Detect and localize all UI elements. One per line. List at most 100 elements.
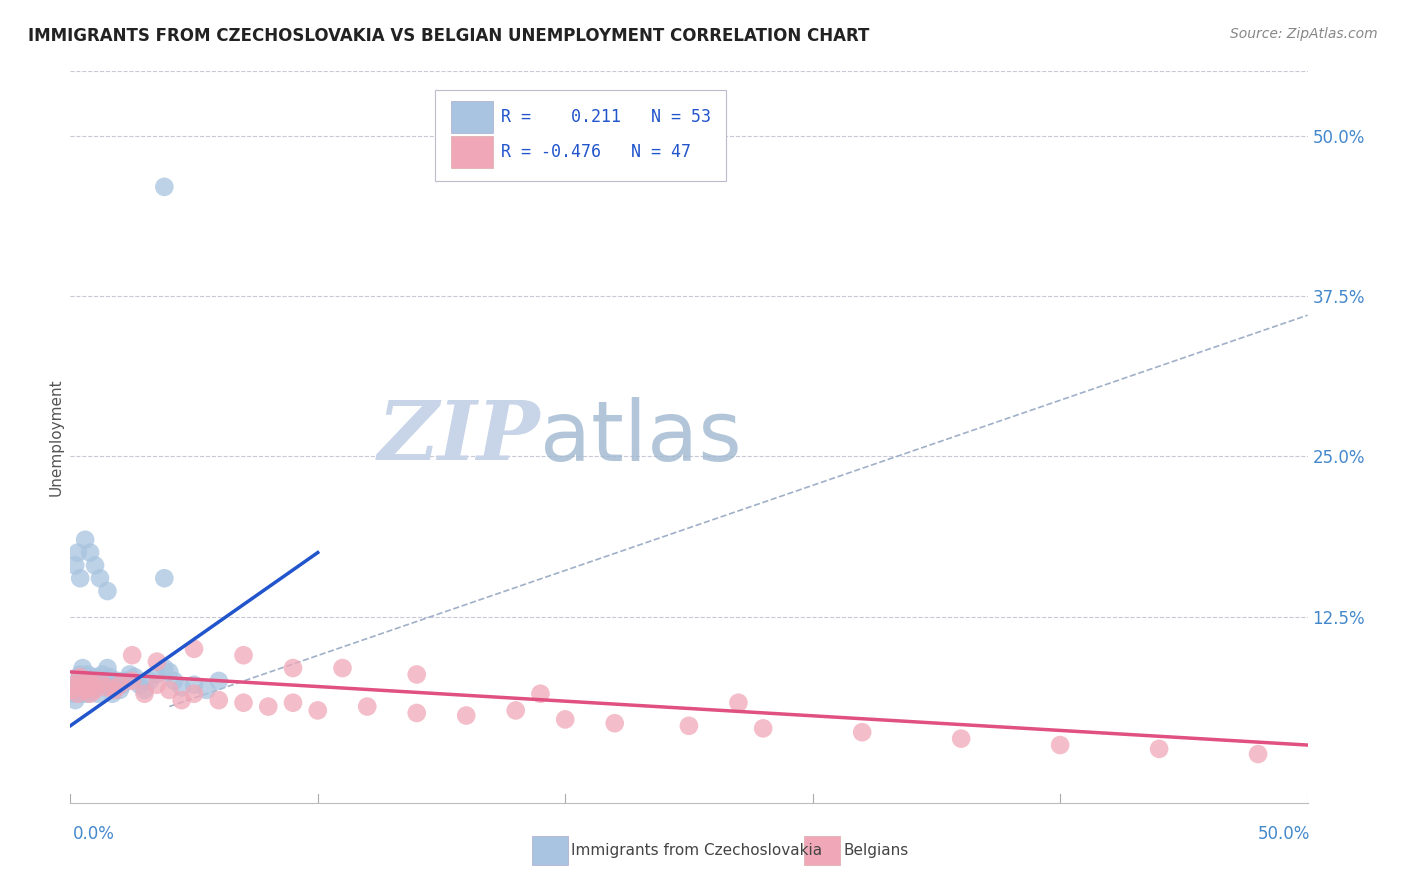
Point — [104, 681, 127, 695]
Point — [66, 687, 89, 701]
Point — [678, 719, 700, 733]
Point — [82, 678, 104, 692]
Text: Immigrants from Czechoslovakia: Immigrants from Czechoslovakia — [571, 843, 823, 858]
Point — [96, 681, 118, 695]
Point — [89, 673, 111, 688]
Point — [456, 708, 478, 723]
Point — [65, 558, 87, 573]
Point — [163, 673, 186, 688]
Text: IMMIGRANTS FROM CZECHOSLOVAKIA VS BELGIAN UNEMPLOYMENT CORRELATION CHART: IMMIGRANTS FROM CZECHOSLOVAKIA VS BELGIA… — [28, 27, 869, 45]
Point — [69, 571, 91, 585]
Point — [257, 699, 280, 714]
Point — [98, 670, 121, 684]
Point — [232, 696, 254, 710]
Point — [69, 670, 91, 684]
Point — [96, 661, 118, 675]
Point — [121, 673, 143, 688]
Point — [153, 571, 176, 585]
Point — [79, 687, 101, 701]
Point — [72, 681, 94, 695]
Point — [208, 673, 231, 688]
Point — [105, 673, 128, 688]
Point — [75, 533, 97, 547]
Point — [134, 687, 156, 701]
Point — [146, 655, 169, 669]
Point — [603, 716, 626, 731]
Point — [72, 661, 94, 675]
Point — [727, 696, 749, 710]
Text: atlas: atlas — [540, 397, 742, 477]
Point — [69, 678, 91, 692]
Text: 0.0%: 0.0% — [73, 825, 115, 843]
Point — [183, 687, 205, 701]
Point — [153, 179, 176, 194]
Point — [157, 665, 180, 679]
Point — [752, 722, 775, 736]
Point — [65, 681, 87, 695]
Point — [1147, 742, 1170, 756]
Text: ZIP: ZIP — [378, 397, 540, 477]
Point — [195, 682, 218, 697]
Point — [94, 678, 117, 692]
Point — [79, 545, 101, 559]
Text: Belgians: Belgians — [844, 843, 908, 858]
Text: 50.0%: 50.0% — [1258, 825, 1310, 843]
Point — [153, 661, 176, 675]
Point — [118, 667, 141, 681]
Point — [146, 667, 169, 681]
Point — [101, 687, 124, 701]
Point — [75, 673, 97, 688]
FancyBboxPatch shape — [436, 90, 725, 181]
FancyBboxPatch shape — [451, 101, 494, 133]
Point — [183, 641, 205, 656]
Point — [89, 673, 111, 688]
Text: R = -0.476   N = 47: R = -0.476 N = 47 — [501, 143, 690, 161]
Point — [62, 687, 84, 701]
Point — [84, 558, 107, 573]
Point — [84, 682, 107, 697]
Point — [86, 687, 108, 701]
Point — [170, 681, 193, 695]
Point — [114, 673, 136, 688]
Point — [76, 687, 98, 701]
FancyBboxPatch shape — [804, 837, 839, 865]
Point — [529, 687, 551, 701]
Point — [76, 673, 98, 688]
Text: Source: ZipAtlas.com: Source: ZipAtlas.com — [1230, 27, 1378, 41]
Point — [356, 699, 378, 714]
Point — [104, 682, 127, 697]
Point — [281, 661, 304, 675]
Point — [79, 681, 101, 695]
Point — [1049, 738, 1071, 752]
Point — [66, 682, 89, 697]
Point — [138, 673, 160, 688]
Point — [170, 693, 193, 707]
Point — [75, 682, 97, 697]
FancyBboxPatch shape — [451, 136, 494, 168]
Point — [505, 703, 527, 717]
Point — [146, 678, 169, 692]
Point — [82, 682, 104, 697]
Point — [121, 648, 143, 663]
Point — [96, 584, 118, 599]
Y-axis label: Unemployment: Unemployment — [48, 378, 63, 496]
Point — [1247, 747, 1270, 761]
Point — [72, 687, 94, 701]
Point — [89, 571, 111, 585]
FancyBboxPatch shape — [531, 837, 568, 865]
Point — [307, 703, 329, 717]
Point — [405, 706, 427, 720]
Point — [208, 693, 231, 707]
Point — [232, 648, 254, 663]
Point — [128, 678, 150, 692]
Point — [79, 673, 101, 688]
Point — [66, 545, 89, 559]
Text: R =    0.211   N = 53: R = 0.211 N = 53 — [501, 108, 711, 126]
Point — [332, 661, 354, 675]
Point — [157, 682, 180, 697]
Point — [75, 681, 97, 695]
Point — [134, 682, 156, 697]
Point — [554, 712, 576, 726]
Point — [124, 670, 146, 684]
Point — [851, 725, 873, 739]
